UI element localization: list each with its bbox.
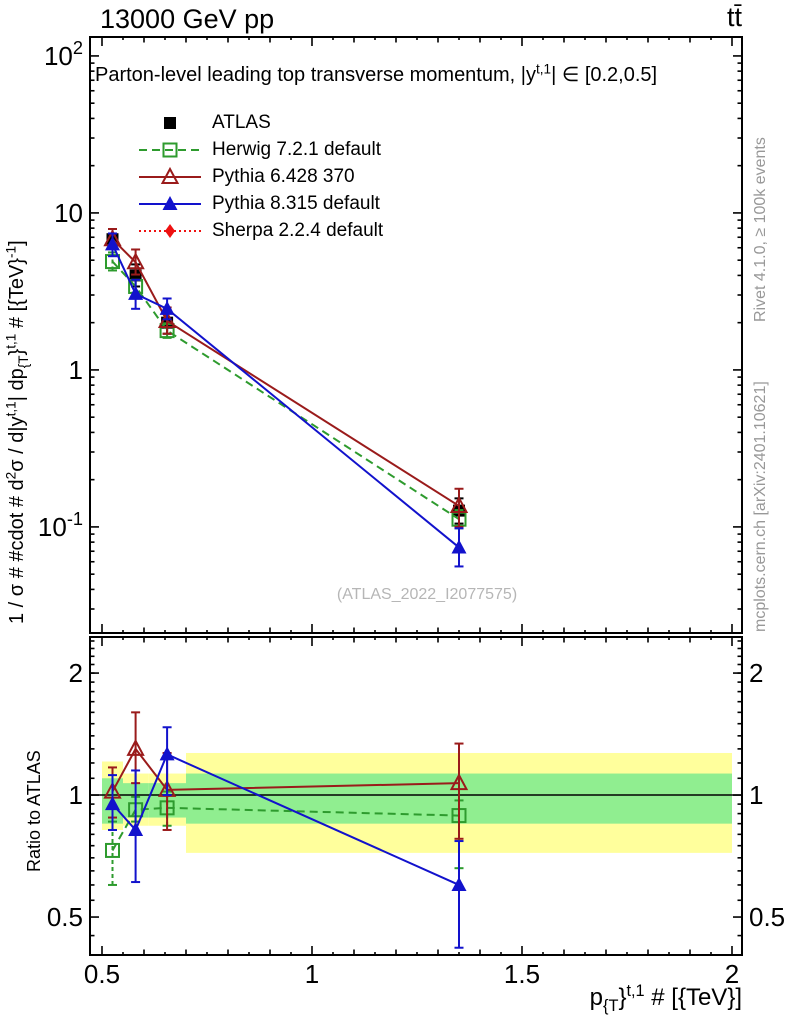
- ratio-ytick-label-right: 2: [749, 658, 763, 688]
- axis-ticks: [90, 37, 742, 955]
- legend-item-herwig: Herwig 7.2.1 default: [138, 137, 381, 163]
- main-ytick-label: 10-1​: [38, 509, 83, 542]
- main-series-atlas: [106, 227, 465, 525]
- main-series-pythia6: [103, 227, 469, 528]
- legend-marker-sherpa: [139, 224, 201, 238]
- ratio-y-axis-label: Ratio to ATLAS: [24, 750, 44, 872]
- legend-label-atlas: ATLAS: [212, 112, 271, 133]
- main-series-herwig: [104, 251, 467, 530]
- legend-marker-atlas: [164, 117, 176, 129]
- legend-marker-pythia6: [139, 166, 201, 184]
- ratio-ytick-label-left: 1: [69, 780, 83, 810]
- main-series-pythia8: [104, 232, 467, 568]
- legend-label-herwig: Herwig 7.2.1 default: [212, 139, 381, 160]
- legend-item-atlas: ATLAS: [138, 110, 271, 136]
- ratio-frame: [89, 636, 743, 956]
- legend-marker-pythia8: [139, 196, 201, 210]
- legend-label-sherpa: Sherpa 2.2.4 default: [212, 220, 384, 241]
- ratio-ytick-label-right: 0.5: [749, 902, 785, 932]
- beam-energy-label: 13000 GeV pp: [100, 4, 275, 34]
- legend-item-pythia8: Pythia 8.315 default: [138, 191, 380, 217]
- ratio-ytick-label-left: 0.5: [47, 902, 83, 932]
- main-ytick-label: 102​: [44, 38, 83, 71]
- rivet-version-label: Rivet 4.1.0, ≥ 100k events: [752, 137, 769, 322]
- xtick-label: 2: [725, 959, 739, 989]
- main-ytick-label: 1: [69, 355, 83, 385]
- legend-label-pythia8: Pythia 8.315 default: [212, 193, 380, 214]
- ratio-ytick-label-left: 2: [69, 658, 83, 688]
- legend-item-pythia6: Pythia 6.428 370: [138, 164, 355, 190]
- xtick-label: 0.5: [84, 959, 120, 989]
- legend-item-sherpa: Sherpa 2.2.4 default: [138, 218, 383, 244]
- mcplots-credit-label: mcplots.cern.ch [arXiv:2401.10621]: [752, 381, 769, 632]
- main-y-axis-label: 1 / σ # #cdot # d2σ / d|yt,1| dp{T}t,1 #…: [3, 240, 31, 624]
- xtick-label: 1.5: [504, 959, 540, 989]
- analysis-watermark: (ATLAS_2022_I2077575): [336, 586, 518, 603]
- process-label: tt̄: [726, 2, 742, 32]
- ratio-series-pythia8: [104, 726, 467, 949]
- main-ytick-label: 10: [54, 198, 83, 228]
- legend-label-pythia6: Pythia 6.428 370: [212, 166, 355, 187]
- main-frame: [89, 36, 743, 634]
- xtick-label: 1: [305, 959, 319, 989]
- plot-title: Parton-level leading top transverse mome…: [95, 61, 658, 86]
- ratio-ytick-label-right: 1: [749, 780, 763, 810]
- x-axis-label: p{T}t,1 # [{TeV}]: [589, 982, 742, 1015]
- legend-marker-herwig: [139, 142, 201, 158]
